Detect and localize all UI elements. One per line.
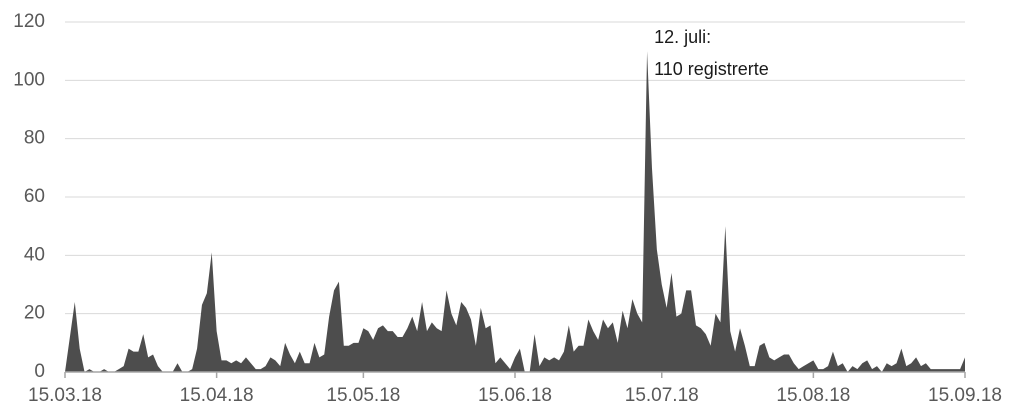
area <box>65 51 965 373</box>
y-tick-label: 0 <box>34 361 45 382</box>
y-tick-label: 100 <box>13 69 45 90</box>
y-tick-label: 80 <box>24 128 45 149</box>
y-tick-label: 120 <box>13 11 45 32</box>
annotation: 110 registrerte <box>654 59 769 79</box>
annotation: 12. juli: <box>654 27 711 47</box>
x-tick-label: 15.03.18 <box>28 385 102 406</box>
y-tick-label: 60 <box>24 186 45 207</box>
x-tick-label: 15.06.18 <box>478 385 552 406</box>
y-tick-label: 40 <box>24 244 45 265</box>
x-tick-label: 15.04.18 <box>180 385 254 406</box>
x-tick-label: 15.08.18 <box>776 385 850 406</box>
x-tick-label: 15.07.18 <box>625 385 699 406</box>
y-tick-label: 20 <box>24 303 45 324</box>
x-tick-label: 15.09.18 <box>928 385 1002 406</box>
x-tick-label: 15.05.18 <box>326 385 400 406</box>
